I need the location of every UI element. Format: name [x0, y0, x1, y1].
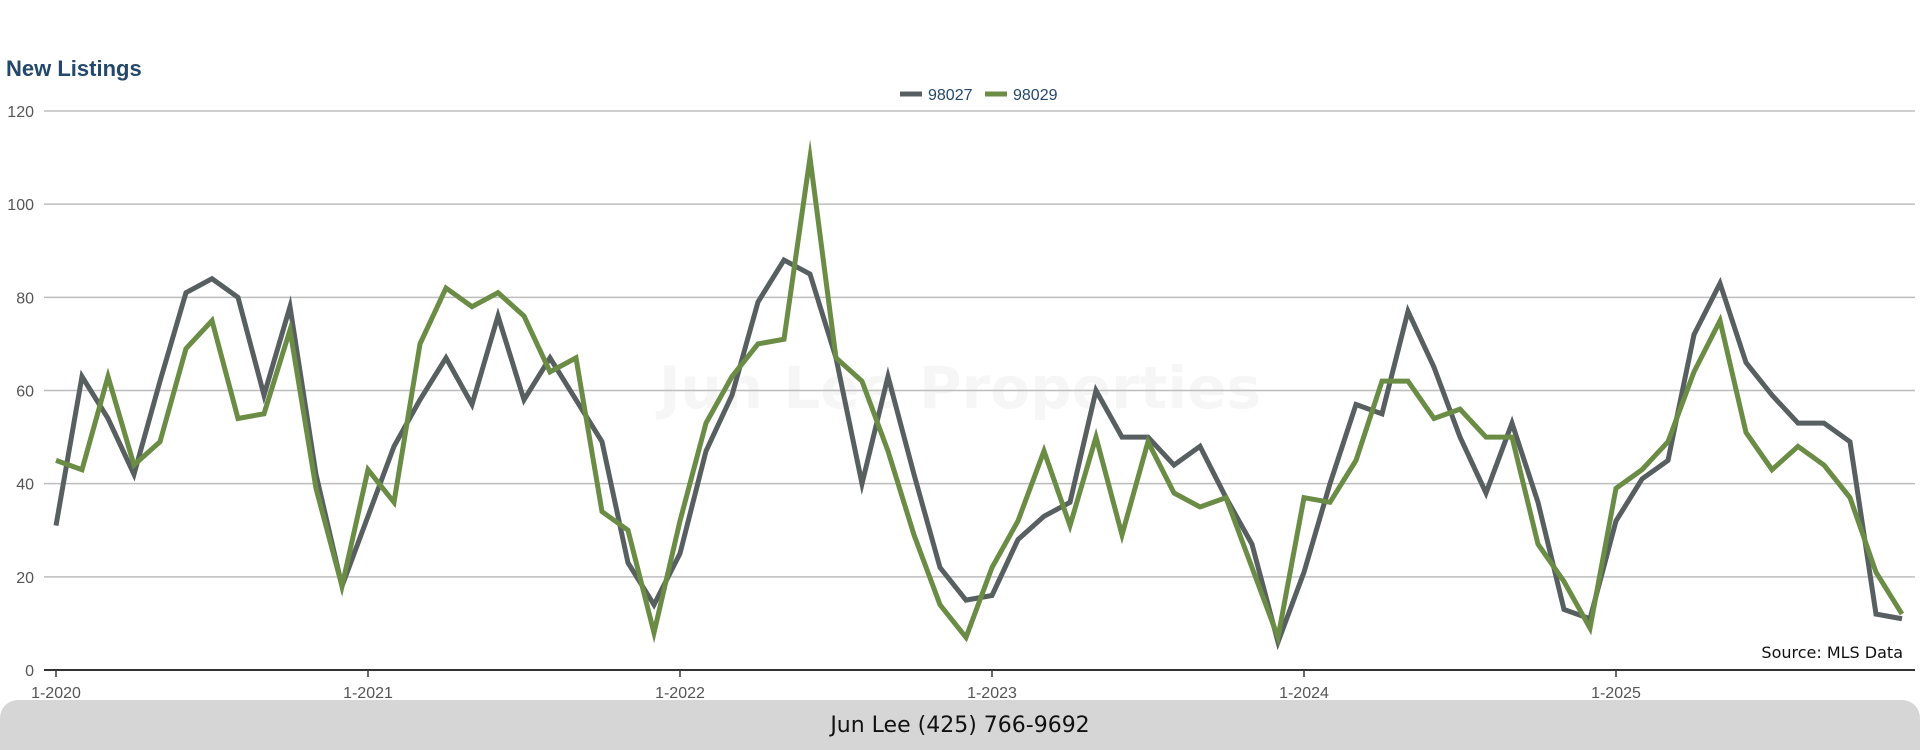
x-tick-label: 1-2020: [31, 685, 81, 702]
series-lines: [53, 139, 1905, 651]
series-line-98027: [53, 256, 1903, 651]
footer-contact: Jun Lee (425) 766-9692: [830, 712, 1090, 738]
x-ticks: 1-2020 1-2021 1-2022 1-2023 1-2024 1-2025: [31, 670, 1641, 702]
y-tick-labels: 0 20 40 60 80 100 120: [7, 104, 34, 680]
y-tick-label: 20: [16, 570, 34, 587]
legend-label-98029: 98029: [1013, 87, 1058, 104]
x-tick-label: 1-2023: [967, 685, 1017, 702]
watermark-text: Jun Lee Properties: [655, 354, 1261, 422]
legend-label-98027: 98027: [928, 87, 973, 104]
y-tick-label: 0: [25, 663, 34, 680]
legend: 98027 98029: [900, 87, 1058, 104]
series-line-98029: [55, 139, 1905, 647]
y-tick-label: 40: [16, 477, 34, 494]
source-note: Source: MLS Data: [1761, 643, 1903, 662]
y-tick-label: 80: [16, 290, 34, 307]
x-tick-label: 1-2024: [1279, 685, 1329, 702]
footer-bar: Jun Lee (425) 766-9692: [0, 700, 1920, 750]
x-tick-label: 1-2022: [655, 685, 705, 702]
x-tick-label: 1-2025: [1591, 685, 1641, 702]
y-tick-label: 60: [16, 384, 34, 401]
x-tick-label: 1-2021: [343, 685, 393, 702]
y-tick-label: 100: [7, 197, 34, 214]
chart-title: New Listings: [6, 56, 142, 81]
y-tick-label: 120: [7, 104, 34, 121]
